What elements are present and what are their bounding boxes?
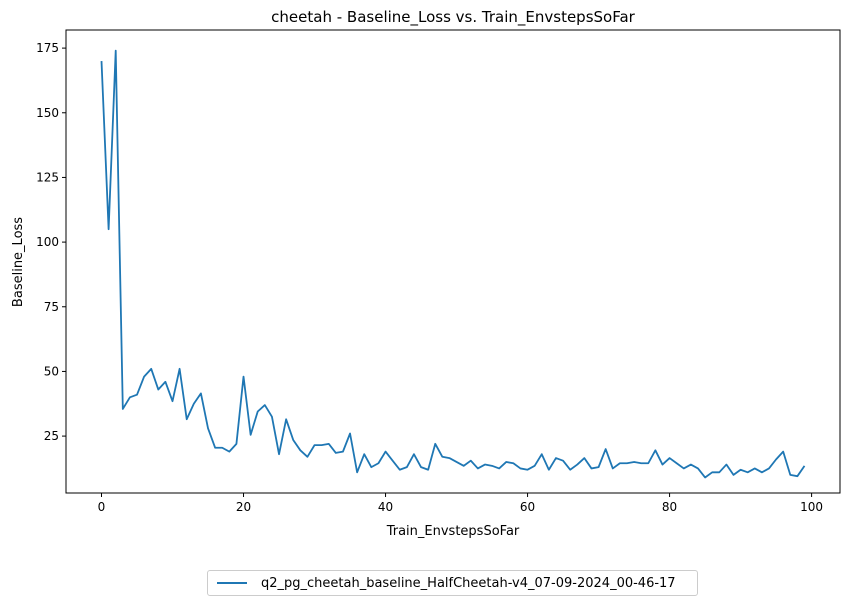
x-tick-label: 20	[236, 500, 251, 514]
y-tick-label: 125	[36, 170, 59, 184]
y-tick-label: 50	[44, 364, 59, 378]
x-tick-label: 0	[98, 500, 106, 514]
legend-label: q2_pg_cheetah_baseline_HalfCheetah-v4_07…	[261, 575, 676, 591]
y-tick-label: 75	[44, 300, 59, 314]
x-tick-label: 40	[378, 500, 393, 514]
y-axis-ticks: 25 50 75 100 125 150 175	[36, 41, 66, 443]
y-axis-label: Baseline_Loss	[11, 217, 26, 307]
series-layer	[100, 49, 806, 479]
y-tick-label: 150	[36, 106, 59, 120]
legend: q2_pg_cheetah_baseline_HalfCheetah-v4_07…	[207, 570, 698, 596]
x-axis-label: Train_EnvstepsSoFar	[386, 524, 520, 539]
series-line	[100, 49, 806, 479]
legend-swatch	[217, 582, 247, 584]
y-tick-label: 25	[44, 429, 59, 443]
plot-area	[65, 29, 841, 494]
y-tick-label: 100	[36, 235, 59, 249]
x-tick-label: 80	[662, 500, 677, 514]
x-tick-label: 60	[520, 500, 535, 514]
chart-title: cheetah - Baseline_Loss vs. Train_Envste…	[271, 8, 635, 27]
x-axis-ticks: 0 20 40 60 80 100	[98, 493, 823, 514]
x-tick-label: 100	[800, 500, 823, 514]
y-tick-label: 175	[36, 41, 59, 55]
